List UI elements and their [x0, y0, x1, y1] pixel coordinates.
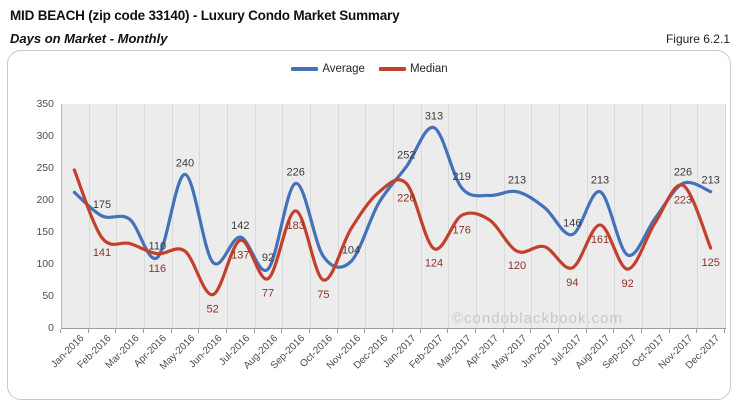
gridline	[199, 104, 201, 328]
gridline	[365, 104, 367, 328]
x-tick	[143, 329, 144, 333]
gridline	[116, 104, 118, 328]
gridline	[254, 104, 256, 328]
legend-item-average: Average	[291, 63, 365, 75]
gridline	[697, 104, 699, 328]
x-tick	[696, 329, 698, 333]
legend-label-median: Median	[409, 63, 448, 75]
gridline	[559, 104, 560, 328]
y-tick-label: 250	[36, 162, 54, 174]
x-tick	[309, 329, 310, 333]
gridline	[310, 104, 311, 328]
gridline	[337, 104, 339, 328]
gridline	[642, 104, 643, 328]
gridline	[282, 104, 284, 328]
gridline	[476, 104, 477, 328]
x-tick	[475, 329, 476, 333]
legend-label-average: Average	[322, 63, 365, 75]
x-tick	[447, 329, 449, 333]
average-line-swatch	[291, 67, 319, 71]
legend-item-median: Median	[378, 63, 448, 75]
gridline	[171, 104, 173, 328]
y-tick-label: 50	[42, 290, 54, 302]
x-tick	[364, 329, 366, 333]
gridline	[448, 104, 450, 328]
gridline	[725, 104, 726, 328]
y-axis-labels: 350 300 250 200 150 100 50 0	[0, 0, 54, 405]
x-tick	[502, 329, 504, 333]
median-line-swatch	[378, 67, 406, 71]
gridline	[144, 104, 145, 328]
gridline	[614, 104, 616, 328]
x-tick	[198, 329, 200, 333]
x-tick	[392, 329, 393, 333]
plot-area	[60, 104, 726, 329]
gridline	[88, 104, 90, 328]
y-tick-label: 350	[36, 98, 54, 110]
x-tick	[668, 329, 670, 333]
x-tick	[724, 329, 725, 333]
x-tick	[281, 329, 283, 333]
y-tick-label: 0	[48, 322, 54, 334]
page-title: MID BEACH (zip code 33140) - Luxury Cond…	[10, 8, 400, 23]
y-tick-label: 200	[36, 194, 54, 206]
x-tick	[87, 329, 89, 333]
y-tick-label: 100	[36, 258, 54, 270]
gridline	[393, 104, 394, 328]
gridline	[420, 104, 422, 328]
x-tick	[170, 329, 172, 333]
gridline	[586, 104, 588, 328]
x-tick	[530, 329, 532, 333]
y-tick-label: 300	[36, 130, 54, 142]
y-tick-label: 150	[36, 226, 54, 238]
x-tick	[115, 329, 117, 333]
gridline	[503, 104, 505, 328]
gridline	[227, 104, 228, 328]
x-tick	[60, 329, 61, 333]
x-tick	[336, 329, 338, 333]
x-tick	[558, 329, 559, 333]
gridline	[669, 104, 671, 328]
x-tick	[613, 329, 615, 333]
x-tick	[253, 329, 255, 333]
x-tick	[641, 329, 642, 333]
chart-legend: Average Median	[0, 63, 739, 75]
chart-subtitle: Days on Market - Monthly	[10, 31, 168, 46]
watermark: ©condoblackbook.com	[452, 310, 623, 327]
x-tick	[585, 329, 587, 333]
figure-label: Figure 6.2.1	[665, 32, 730, 46]
gridline	[531, 104, 533, 328]
x-tick	[226, 329, 227, 333]
x-tick	[419, 329, 421, 333]
